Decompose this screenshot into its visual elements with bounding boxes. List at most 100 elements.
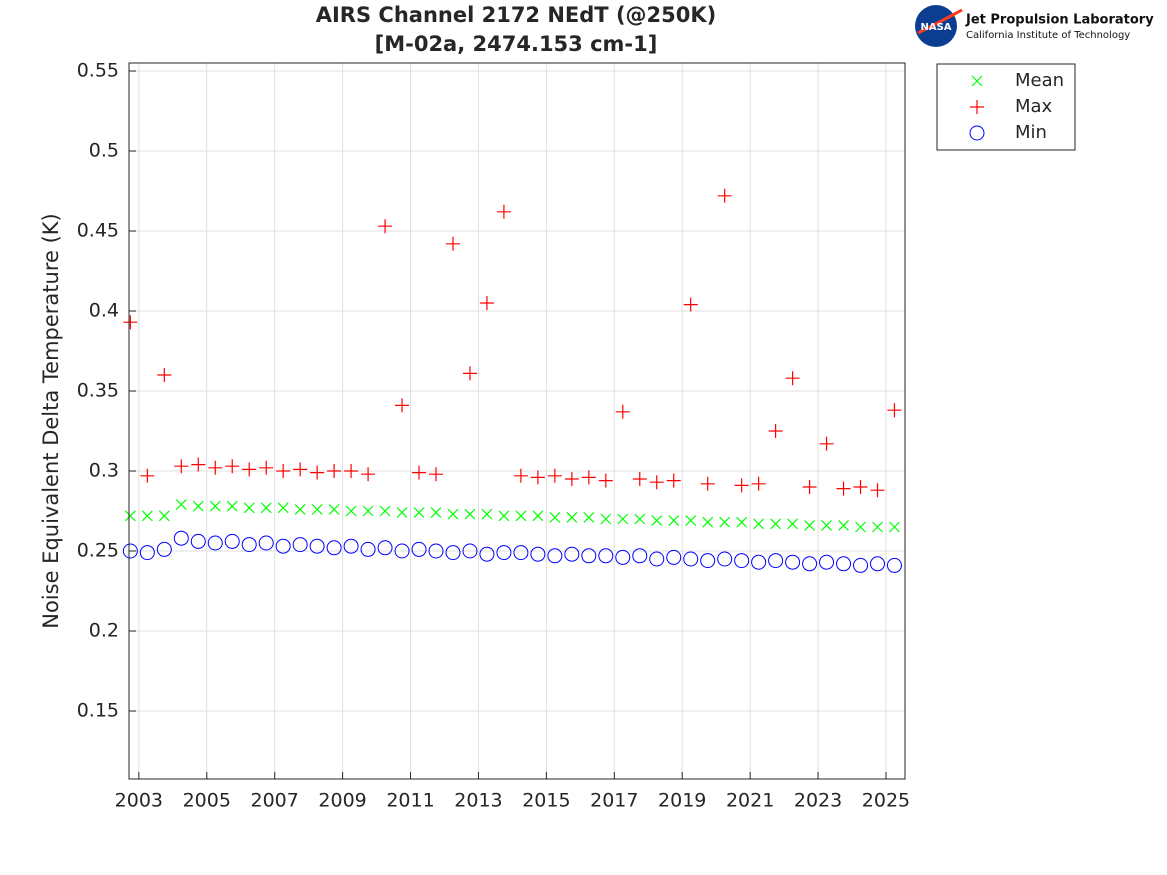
marker-cross	[702, 516, 714, 528]
marker-cross	[413, 507, 425, 519]
marker-circle	[326, 540, 342, 556]
marker-circle	[969, 125, 985, 141]
y-tick-label: 0.45	[77, 220, 119, 242]
marker-circle	[632, 548, 648, 564]
marker-cross	[736, 516, 748, 528]
marker-cross	[498, 510, 510, 522]
marker-cross	[124, 510, 136, 522]
marker-plus	[225, 459, 240, 474]
marker-circle	[190, 533, 206, 549]
marker-plus	[734, 478, 749, 493]
logo-swoosh	[917, 8, 963, 35]
y-tick-label: 0.35	[77, 380, 119, 402]
marker-circle	[802, 556, 818, 572]
chart-title: AIRS Channel 2172 NEdT (@250K)	[316, 3, 717, 27]
marker-circle	[751, 554, 767, 570]
marker-circle	[598, 548, 614, 564]
marker-plus	[666, 473, 681, 488]
marker-cross	[481, 508, 493, 520]
marker-circle	[869, 556, 885, 572]
marker-cross	[277, 502, 289, 514]
y-tick-label: 0.4	[89, 300, 119, 322]
marker-cross	[804, 519, 815, 531]
marker-cross	[651, 515, 663, 527]
x-tick-label: 2015	[522, 790, 570, 812]
x-tick-label: 2005	[183, 790, 231, 812]
marker-plus	[768, 424, 783, 438]
marker-circle	[445, 545, 461, 561]
x-tick-label: 2017	[590, 790, 638, 812]
marker-circle	[581, 548, 597, 564]
marker-circle	[547, 548, 563, 564]
marker-plus	[819, 436, 834, 451]
marker-circle	[292, 537, 308, 553]
x-tick-label: 2023	[794, 790, 842, 812]
marker-cross	[787, 518, 799, 530]
marker-cross	[311, 503, 323, 515]
marker-cross	[362, 505, 374, 517]
marker-cross	[668, 515, 680, 527]
marker-circle	[156, 541, 172, 557]
marker-circle	[377, 540, 393, 556]
legend-label: Max	[1015, 96, 1053, 117]
marker-circle	[173, 530, 189, 546]
y-tick-label: 0.15	[77, 700, 119, 722]
marker-cross	[328, 503, 340, 515]
marker-plus	[683, 297, 698, 312]
marker-plus	[140, 468, 155, 483]
marker-cross	[838, 519, 849, 531]
marker-plus	[242, 462, 257, 477]
marker-plus	[429, 467, 444, 482]
marker-circle	[649, 551, 665, 567]
marker-circle	[343, 538, 359, 554]
marker-circle	[530, 546, 546, 562]
marker-plus	[479, 296, 494, 310]
marker-cross	[532, 510, 544, 522]
marker-cross	[141, 510, 153, 522]
marker-plus	[581, 470, 596, 485]
marker-plus	[887, 403, 902, 418]
marker-cross	[226, 500, 238, 512]
x-tick-label: 2011	[386, 790, 434, 812]
marker-circle	[462, 543, 478, 559]
marker-circle	[768, 553, 784, 569]
marker-plus	[598, 473, 613, 488]
marker-circle	[836, 556, 852, 572]
legend-label: Mean	[1015, 70, 1064, 91]
marker-cross	[753, 518, 765, 530]
marker-plus	[412, 465, 427, 480]
marker-plus	[496, 204, 511, 219]
marker-plus	[157, 368, 172, 382]
marker-circle	[819, 554, 835, 570]
marker-circle	[564, 546, 580, 562]
marker-cross	[379, 505, 391, 517]
marker-cross	[396, 507, 408, 519]
marker-plus	[378, 219, 393, 234]
marker-cross	[600, 513, 612, 525]
logo-badge: NASA	[920, 22, 951, 33]
y-tick-label: 0.25	[77, 540, 119, 562]
marker-circle	[666, 549, 682, 565]
x-tick-label: 2025	[862, 790, 910, 812]
legend-box	[936, 63, 1076, 151]
marker-plus	[564, 472, 579, 486]
x-tick-label: 2019	[658, 790, 706, 812]
marker-cross	[430, 507, 442, 519]
axes-box	[128, 62, 906, 780]
logo: NASA Jet Propulsion Laboratory Californi…	[915, 5, 1154, 47]
marker-cross	[719, 516, 731, 528]
marker-plus	[327, 464, 342, 478]
y-tick-label: 0.3	[89, 460, 119, 482]
marker-circle	[139, 545, 155, 561]
marker-plus	[361, 467, 376, 482]
marker-plus	[462, 366, 477, 381]
marker-circle	[241, 537, 257, 553]
marker-cross	[855, 521, 866, 533]
marker-circle	[258, 535, 274, 551]
logo-name: Jet Propulsion Laboratory	[965, 13, 1154, 28]
marker-plus	[513, 468, 528, 483]
marker-circle	[224, 533, 240, 549]
marker-plus	[632, 472, 647, 486]
marker-circle	[513, 545, 529, 561]
